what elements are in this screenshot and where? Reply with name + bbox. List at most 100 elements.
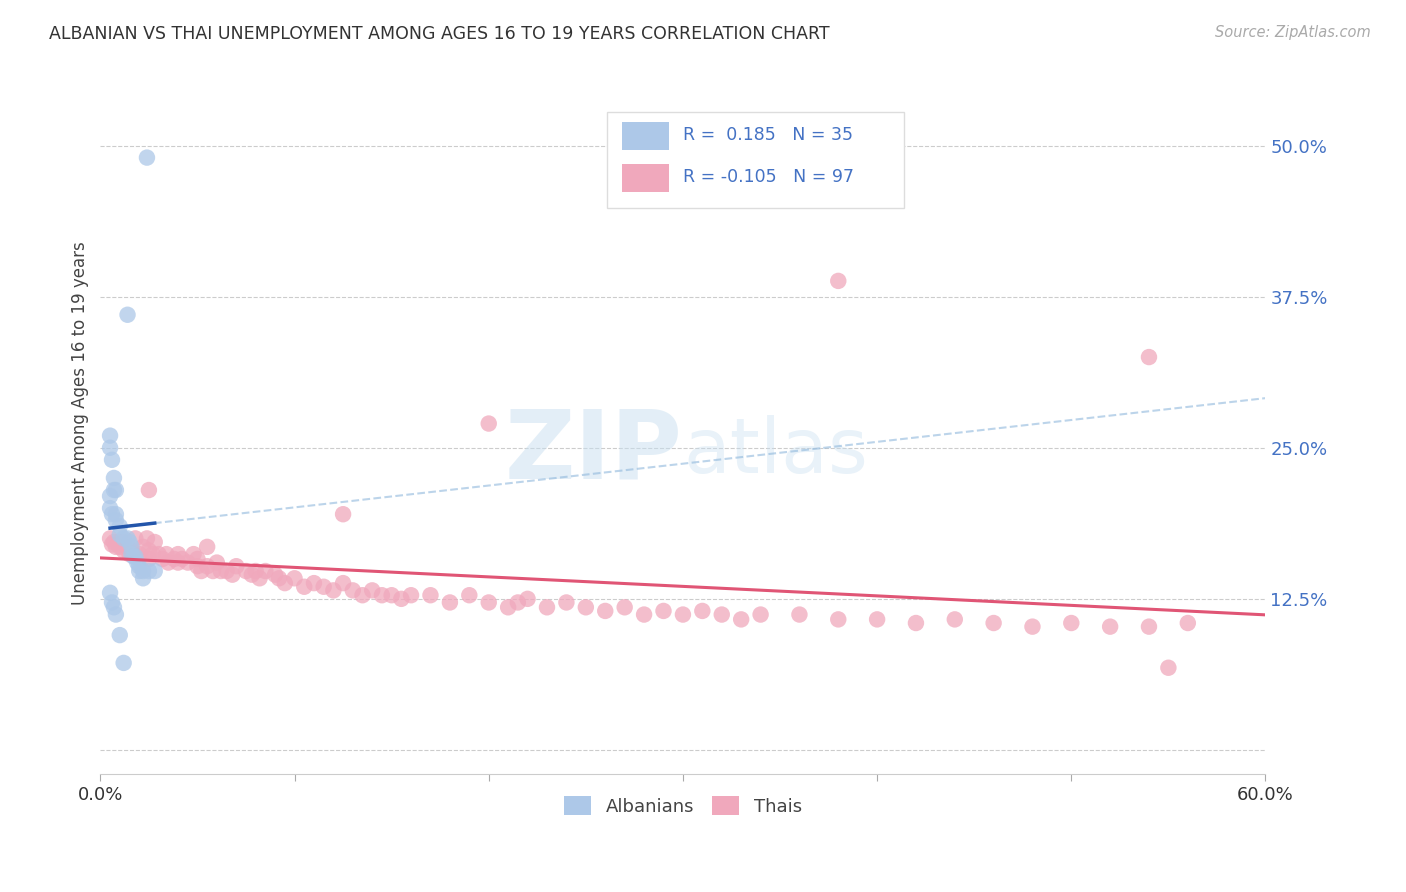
- Point: [128, 559, 150, 574]
- Point: [136, 151, 159, 165]
- Point: [593, 604, 616, 618]
- FancyBboxPatch shape: [607, 112, 904, 209]
- Point: [249, 571, 271, 585]
- Point: [240, 567, 263, 582]
- Point: [98, 586, 121, 600]
- Point: [201, 564, 224, 578]
- Point: [516, 591, 538, 606]
- Point: [478, 417, 501, 431]
- Point: [103, 600, 125, 615]
- Point: [633, 607, 655, 622]
- Point: [117, 308, 139, 322]
- Point: [157, 556, 180, 570]
- Point: [312, 580, 335, 594]
- Point: [943, 612, 966, 626]
- Point: [118, 535, 141, 549]
- Point: [195, 559, 218, 574]
- Point: [143, 564, 166, 578]
- Point: [108, 628, 131, 642]
- Point: [235, 564, 257, 578]
- Point: [866, 612, 889, 626]
- Point: [399, 588, 422, 602]
- Point: [101, 537, 124, 551]
- Point: [177, 556, 200, 570]
- Point: [254, 564, 277, 578]
- Point: [749, 607, 772, 622]
- Point: [138, 564, 160, 578]
- Point: [439, 595, 461, 609]
- Point: [112, 543, 135, 558]
- Point: [155, 547, 177, 561]
- Point: [112, 532, 135, 546]
- Point: [342, 583, 364, 598]
- Point: [264, 567, 287, 582]
- Point: [108, 519, 131, 533]
- Point: [183, 547, 205, 561]
- Point: [245, 564, 267, 578]
- Point: [536, 600, 558, 615]
- Point: [389, 591, 412, 606]
- Text: R =  0.185   N = 35: R = 0.185 N = 35: [683, 127, 853, 145]
- Point: [352, 588, 374, 602]
- Point: [555, 595, 578, 609]
- Bar: [623, 122, 669, 150]
- Point: [117, 532, 139, 546]
- Point: [274, 576, 297, 591]
- Point: [136, 532, 159, 546]
- Point: [132, 571, 155, 585]
- Point: [170, 552, 193, 566]
- Point: [98, 428, 121, 442]
- Text: ZIP: ZIP: [505, 405, 683, 498]
- Point: [186, 559, 208, 574]
- Point: [1137, 620, 1160, 634]
- Bar: [623, 164, 669, 192]
- Point: [827, 612, 849, 626]
- Point: [108, 535, 131, 549]
- Point: [381, 588, 404, 602]
- Point: [101, 595, 124, 609]
- Point: [108, 540, 131, 554]
- Point: [1021, 620, 1043, 634]
- Point: [789, 607, 811, 622]
- Point: [827, 274, 849, 288]
- Point: [117, 540, 139, 554]
- Point: [478, 595, 501, 609]
- Point: [104, 507, 127, 521]
- Point: [132, 564, 155, 578]
- Point: [104, 540, 127, 554]
- Point: [108, 528, 131, 542]
- Text: atlas: atlas: [683, 415, 868, 489]
- Point: [138, 483, 160, 497]
- Point: [138, 543, 160, 558]
- Point: [215, 564, 238, 578]
- Point: [496, 600, 519, 615]
- Point: [152, 552, 174, 566]
- Point: [190, 564, 212, 578]
- Point: [167, 556, 190, 570]
- Point: [112, 656, 135, 670]
- Point: [103, 535, 125, 549]
- Point: [209, 564, 232, 578]
- Point: [98, 501, 121, 516]
- Point: [104, 607, 127, 622]
- Point: [103, 471, 125, 485]
- Point: [730, 612, 752, 626]
- Point: [103, 483, 125, 497]
- Point: [1060, 615, 1083, 630]
- Point: [1099, 620, 1122, 634]
- Point: [692, 604, 714, 618]
- Point: [120, 543, 142, 558]
- Point: [163, 552, 186, 566]
- Point: [124, 532, 146, 546]
- Point: [221, 567, 243, 582]
- Point: [128, 547, 150, 561]
- Point: [267, 571, 290, 585]
- Point: [128, 564, 150, 578]
- Point: [101, 507, 124, 521]
- Point: [225, 559, 247, 574]
- Point: [292, 580, 315, 594]
- Point: [186, 552, 208, 566]
- Point: [332, 576, 354, 591]
- Point: [98, 489, 121, 503]
- Point: [672, 607, 695, 622]
